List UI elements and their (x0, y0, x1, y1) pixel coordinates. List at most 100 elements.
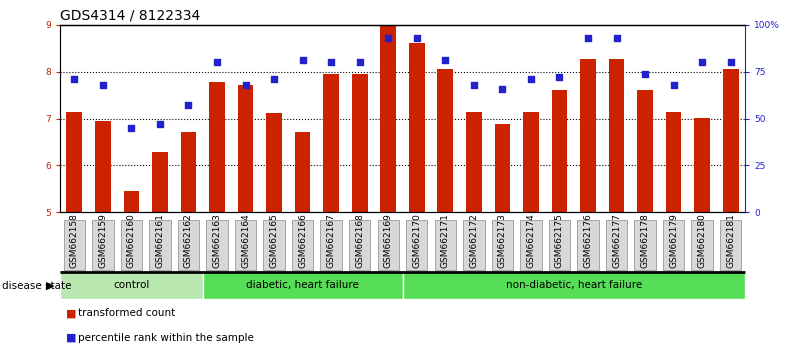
FancyBboxPatch shape (320, 220, 342, 270)
Text: GSM662177: GSM662177 (612, 213, 621, 268)
Bar (580, 58, 596, 212)
Bar (494, 124, 510, 212)
Bar (238, 85, 253, 212)
Text: ■: ■ (66, 308, 76, 318)
Text: GSM662175: GSM662175 (555, 213, 564, 268)
Point (496, 86, 509, 91)
Bar (324, 74, 339, 212)
Text: disease state: disease state (2, 281, 71, 291)
Point (353, 59, 366, 65)
Point (182, 103, 195, 108)
Text: transformed count: transformed count (78, 308, 175, 318)
Text: GSM662171: GSM662171 (441, 213, 450, 268)
FancyBboxPatch shape (406, 220, 428, 270)
FancyBboxPatch shape (63, 220, 85, 270)
Bar (95, 121, 111, 212)
FancyBboxPatch shape (634, 220, 656, 270)
Point (610, 35, 623, 41)
Text: GSM662174: GSM662174 (526, 213, 535, 268)
FancyBboxPatch shape (207, 220, 227, 270)
Text: GSM662168: GSM662168 (355, 213, 364, 268)
FancyBboxPatch shape (520, 220, 541, 270)
Text: GSM662158: GSM662158 (70, 213, 78, 268)
FancyBboxPatch shape (349, 220, 370, 270)
Bar (66, 112, 83, 212)
FancyBboxPatch shape (149, 220, 171, 270)
Text: GSM662162: GSM662162 (184, 213, 193, 268)
Bar (638, 90, 653, 212)
Bar (380, 26, 396, 212)
Bar (60, 272, 203, 299)
Text: GDS4314 / 8122334: GDS4314 / 8122334 (60, 9, 200, 23)
FancyBboxPatch shape (264, 220, 285, 270)
Point (296, 58, 309, 63)
Point (553, 74, 566, 80)
Text: GSM662178: GSM662178 (641, 213, 650, 268)
FancyBboxPatch shape (720, 220, 742, 270)
Text: GSM662164: GSM662164 (241, 213, 250, 268)
Bar (694, 118, 710, 212)
Point (382, 35, 395, 41)
FancyBboxPatch shape (178, 220, 199, 270)
FancyBboxPatch shape (578, 220, 598, 270)
FancyBboxPatch shape (663, 220, 684, 270)
FancyBboxPatch shape (492, 220, 513, 270)
Point (324, 59, 337, 65)
Text: GSM662166: GSM662166 (298, 213, 307, 268)
Text: ▶: ▶ (46, 281, 54, 291)
Text: GSM662165: GSM662165 (270, 213, 279, 268)
Text: percentile rank within the sample: percentile rank within the sample (78, 333, 254, 343)
Text: GSM662159: GSM662159 (99, 213, 107, 268)
Point (239, 82, 252, 88)
FancyBboxPatch shape (691, 220, 713, 270)
Text: GSM662180: GSM662180 (698, 213, 706, 268)
Text: GSM662172: GSM662172 (469, 213, 478, 268)
Text: control: control (113, 280, 150, 290)
Point (154, 121, 167, 127)
Point (125, 125, 138, 131)
Point (96, 82, 109, 88)
Point (638, 71, 651, 76)
Bar (523, 112, 539, 212)
Bar (181, 132, 196, 212)
Point (211, 59, 223, 65)
Text: ■: ■ (66, 333, 76, 343)
FancyBboxPatch shape (549, 220, 570, 270)
Bar (409, 42, 425, 212)
Bar (609, 58, 624, 212)
Bar (352, 74, 368, 212)
Bar (123, 191, 139, 212)
Point (582, 35, 594, 41)
Point (268, 76, 280, 82)
Text: non-diabetic, heart failure: non-diabetic, heart failure (505, 280, 642, 290)
Point (525, 76, 537, 82)
Point (724, 59, 737, 65)
Text: GSM662161: GSM662161 (155, 213, 164, 268)
Bar (552, 90, 567, 212)
FancyBboxPatch shape (121, 220, 142, 270)
Text: GSM662167: GSM662167 (327, 213, 336, 268)
Bar (209, 82, 225, 212)
Bar (266, 113, 282, 212)
Text: GSM662169: GSM662169 (384, 213, 392, 268)
Bar (402, 272, 745, 299)
Text: GSM662170: GSM662170 (413, 213, 421, 268)
FancyBboxPatch shape (606, 220, 627, 270)
Text: GSM662179: GSM662179 (669, 213, 678, 268)
Text: GSM662176: GSM662176 (583, 213, 593, 268)
Text: GSM662160: GSM662160 (127, 213, 136, 268)
Bar (466, 112, 481, 212)
Point (696, 59, 709, 65)
Bar (723, 69, 739, 212)
FancyBboxPatch shape (435, 220, 456, 270)
FancyBboxPatch shape (92, 220, 114, 270)
FancyBboxPatch shape (292, 220, 313, 270)
Text: diabetic, heart failure: diabetic, heart failure (246, 280, 359, 290)
Bar (295, 132, 311, 212)
Text: GSM662163: GSM662163 (212, 213, 222, 268)
Point (68, 76, 81, 82)
Bar (203, 272, 402, 299)
Point (410, 35, 423, 41)
FancyBboxPatch shape (377, 220, 399, 270)
Text: GSM662173: GSM662173 (498, 213, 507, 268)
